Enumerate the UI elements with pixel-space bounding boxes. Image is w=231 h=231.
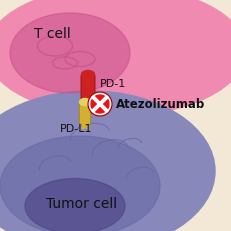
- Text: PD-1: PD-1: [100, 79, 126, 89]
- FancyBboxPatch shape: [81, 75, 94, 106]
- FancyBboxPatch shape: [79, 102, 90, 125]
- Ellipse shape: [10, 14, 129, 94]
- Circle shape: [88, 93, 112, 116]
- Circle shape: [82, 109, 86, 113]
- Text: Atezolizumab: Atezolizumab: [116, 98, 204, 111]
- Text: Tumor cell: Tumor cell: [46, 196, 117, 210]
- Ellipse shape: [81, 71, 94, 79]
- Text: T cell: T cell: [33, 27, 70, 41]
- Ellipse shape: [0, 137, 159, 231]
- Ellipse shape: [0, 92, 214, 231]
- Ellipse shape: [79, 99, 90, 106]
- Ellipse shape: [0, 0, 231, 116]
- Ellipse shape: [25, 179, 125, 231]
- Text: PD-L1: PD-L1: [60, 123, 92, 134]
- Circle shape: [89, 109, 93, 113]
